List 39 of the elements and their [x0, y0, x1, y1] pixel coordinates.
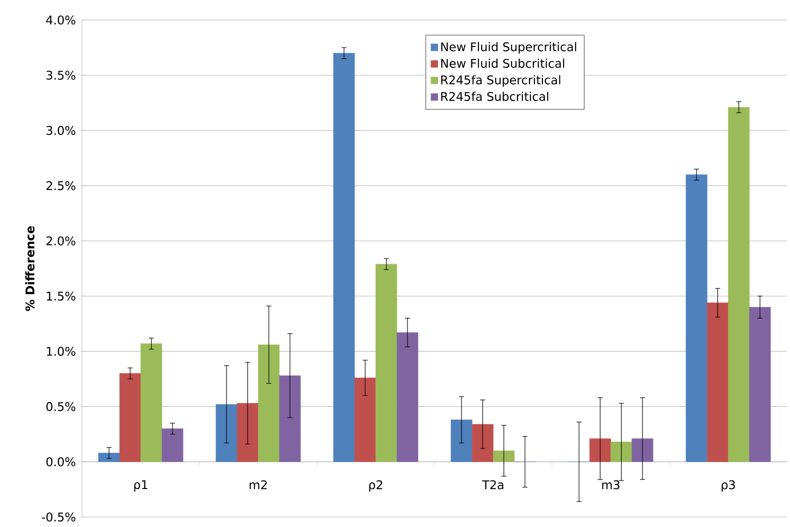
y-tick-label: 2.5%: [46, 181, 76, 190]
bar: [140, 343, 162, 462]
bar: [610, 442, 632, 462]
bar: [589, 438, 611, 462]
bar: [396, 332, 418, 462]
x-tick-label: ρ2: [369, 480, 382, 492]
x-tick-label: ρ1: [134, 480, 148, 492]
x-tick-label: m2: [250, 480, 267, 490]
y-tick-label: 0.5%: [46, 402, 76, 412]
legend-label: New Fluid Supercritical: [441, 42, 576, 54]
bar: [728, 107, 750, 462]
bar: [686, 174, 708, 462]
y-tick-label: -0.5%: [42, 512, 76, 522]
bar: [376, 264, 398, 462]
y-tick-label: 2.0%: [46, 236, 76, 246]
bar: [354, 378, 376, 462]
bar: [493, 450, 515, 462]
y-tick-label: 1.5%: [46, 292, 76, 301]
y-tick-label: 4.0%: [46, 15, 76, 25]
x-tick-label: m3: [602, 480, 620, 490]
bar: [706, 302, 728, 462]
y-axis-title: % Difference: [25, 226, 34, 311]
bar: [119, 373, 141, 462]
x-tick-label: ρ3: [722, 480, 735, 492]
y-tick-label: 0.0%: [46, 457, 76, 466]
y-tick-label: 1.0%: [46, 346, 76, 356]
bar: [749, 307, 771, 462]
legend-label: R245fa Supercritical: [441, 75, 560, 87]
legend-label: New Fluid Subcritical: [441, 58, 564, 68]
bar: [162, 428, 184, 462]
bar: [632, 438, 654, 462]
y-tick-label: 3.5%: [46, 70, 76, 80]
bar: [258, 344, 280, 462]
bar: [279, 375, 301, 462]
y-tick-label: 3.0%: [46, 126, 76, 135]
bar: [98, 452, 120, 462]
x-tick-label: T2a: [482, 480, 504, 490]
bar: [333, 52, 355, 462]
legend-label: R245fa Subcritical: [441, 92, 548, 101]
